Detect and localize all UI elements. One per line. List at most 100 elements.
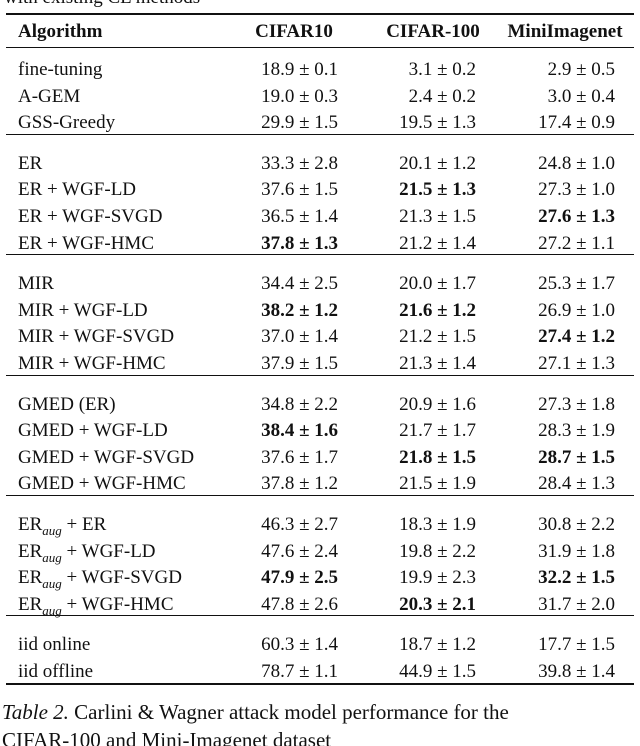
- algorithm-name: MIR + WGF-SVGD: [18, 326, 175, 348]
- algorithm-sub: aug: [42, 602, 62, 618]
- cell: 21.3 ± 1.5: [399, 206, 476, 227]
- caption-text: CIFAR-100 and Mini-Imagenet dataset: [2, 728, 332, 746]
- caption: Table 2. Carlini & Wagner attack model p…: [2, 701, 509, 723]
- cell: 18.9 ± 0.1: [261, 59, 338, 80]
- cell: 46.3 ± 2.7: [261, 514, 338, 535]
- cell: 28.4 ± 1.3: [538, 473, 615, 495]
- algorithm-name: GMED + WGF-LD: [18, 420, 168, 442]
- algorithm: GSS-Greedy: [18, 112, 115, 134]
- algorithm: ER + WGF-SVGD: [18, 206, 162, 228]
- cell: 27.1 ± 1.3: [538, 353, 615, 374]
- cell: 18.7 ± 1.2: [399, 634, 476, 656]
- cell: 21.3 ± 1.4: [399, 353, 476, 374]
- cell: 27.3 ± 1.8: [538, 393, 615, 415]
- algorithm-name: MIR: [18, 273, 54, 295]
- algorithm-name: GSS-Greedy: [18, 112, 116, 134]
- cell: 3.1 ± 0.2: [408, 59, 476, 80]
- cell: 24.8 ± 1.0: [538, 152, 615, 174]
- cell: 37.6 ± 1.5: [261, 179, 338, 201]
- cell: 37.9 ± 1.5: [261, 353, 338, 374]
- header-cell: CIFAR-100: [386, 21, 480, 42]
- algorithm: GMED + WGF-SVGD: [18, 447, 194, 469]
- algorithm-name: ER: [18, 593, 43, 615]
- algorithm: ERaug + ER: [18, 514, 106, 542]
- cell: 38.4 ± 1.6: [261, 420, 338, 442]
- algorithm-name: ER + WGF-LD: [18, 179, 137, 201]
- table-rule: [6, 495, 634, 496]
- cell: 36.5 ± 1.4: [261, 206, 338, 227]
- algorithm-suffix: + WGF-SVGD: [61, 567, 182, 589]
- table-rule: [6, 682, 634, 685]
- header-cell: CIFAR10: [255, 21, 333, 42]
- algorithm: MIR: [18, 273, 54, 295]
- cell: 47.9 ± 2.5: [261, 567, 338, 589]
- algorithm-name: ER: [18, 514, 43, 535]
- table-rule: [6, 615, 634, 617]
- cell: 21.5 ± 1.3: [399, 179, 476, 201]
- cell: 21.2 ± 1.4: [399, 232, 476, 254]
- algorithm-suffix: + WGF-LD: [61, 540, 156, 562]
- cell: 17.7 ± 1.5: [538, 634, 615, 656]
- cell: 20.0 ± 1.7: [399, 273, 476, 295]
- table-rule: [6, 133, 634, 135]
- algorithm: MIR + WGF-LD: [18, 300, 148, 322]
- cell: 31.7 ± 2.0: [538, 593, 615, 615]
- algorithm: ERaug + WGF-HMC: [18, 594, 174, 622]
- cell: 28.7 ± 1.5: [538, 446, 615, 468]
- table-rule: [6, 47, 634, 48]
- cell: 20.1 ± 1.2: [399, 152, 476, 174]
- algorithm-suffix: + ER: [61, 514, 107, 535]
- cell: 44.9 ± 1.5: [399, 661, 476, 682]
- algorithm-name: ER: [18, 540, 43, 562]
- cell: 31.9 ± 1.8: [538, 540, 615, 562]
- cell: 2.4 ± 0.2: [408, 85, 476, 107]
- cell: 78.7 ± 1.1: [261, 661, 338, 682]
- table-rule: [6, 254, 634, 256]
- cell: 21.8 ± 1.5: [399, 446, 476, 468]
- caption-label: Table 2.: [2, 700, 69, 724]
- cell: 19.0 ± 0.3: [261, 85, 338, 107]
- algorithm: ER + WGF-HMC: [18, 233, 154, 255]
- algorithm: A-GEM: [18, 86, 80, 108]
- algorithm-name: fine-tuning: [18, 59, 103, 80]
- algorithm-suffix: + WGF-HMC: [61, 593, 174, 615]
- algorithm: iid offline: [18, 661, 93, 683]
- cell: 2.9 ± 0.5: [547, 59, 615, 80]
- cell: 19.8 ± 2.2: [399, 540, 476, 562]
- algorithm-name: GMED (ER): [18, 393, 116, 415]
- cell: 25.3 ± 1.7: [538, 273, 615, 295]
- cell: 37.0 ± 1.4: [261, 326, 338, 348]
- algorithm-name: iid offline: [18, 661, 94, 682]
- cell: 20.9 ± 1.6: [399, 393, 476, 415]
- algorithm-name: GMED + WGF-HMC: [18, 473, 186, 495]
- cell: 34.4 ± 2.5: [261, 273, 338, 295]
- cell: 30.8 ± 2.2: [538, 514, 615, 535]
- cell: 20.3 ± 2.1: [399, 593, 476, 615]
- cell: 37.8 ± 1.2: [261, 473, 338, 495]
- algorithm: MIR + WGF-SVGD: [18, 326, 174, 348]
- cell: 27.6 ± 1.3: [538, 206, 615, 227]
- algorithm: ER + WGF-LD: [18, 179, 136, 201]
- algorithm-name: MIR + WGF-LD: [18, 299, 148, 321]
- algorithm-name: A-GEM: [18, 85, 81, 107]
- algorithm-sub: aug: [42, 575, 62, 591]
- algorithm: GMED + WGF-LD: [18, 420, 168, 442]
- cell: 34.8 ± 2.2: [261, 393, 338, 415]
- algorithm-name: iid online: [18, 634, 91, 656]
- algorithm: GMED (ER): [18, 394, 116, 416]
- cell: 38.2 ± 1.2: [261, 299, 338, 321]
- cell: 29.9 ± 1.5: [261, 112, 338, 134]
- cell: 21.7 ± 1.7: [399, 420, 476, 442]
- algorithm: ERaug + WGF-SVGD: [18, 567, 182, 595]
- cell: 32.2 ± 1.5: [538, 567, 615, 589]
- cell: 37.6 ± 1.7: [261, 446, 338, 468]
- cell: 17.4 ± 0.9: [538, 112, 615, 134]
- algorithm-name: GMED + WGF-SVGD: [18, 446, 195, 468]
- cell: 33.3 ± 2.8: [261, 152, 338, 174]
- algorithm-name: ER: [18, 152, 43, 174]
- algorithm: fine-tuning: [18, 59, 102, 81]
- caption-top: with existing CL methods: [4, 0, 200, 9]
- cell: 3.0 ± 0.4: [547, 85, 615, 107]
- algorithm: iid online: [18, 634, 90, 656]
